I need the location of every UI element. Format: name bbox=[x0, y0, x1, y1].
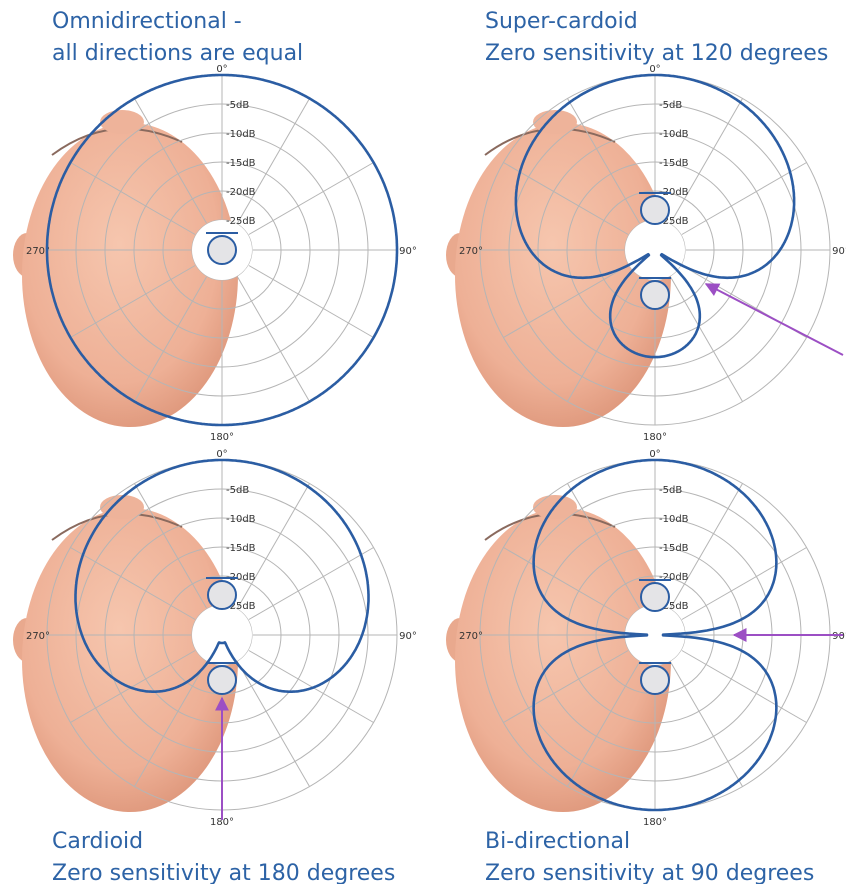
grid-spoke bbox=[134, 98, 207, 224]
microphone bbox=[640, 195, 670, 225]
panel-subtitle: all directions are equal bbox=[52, 41, 303, 66]
polar-pattern bbox=[74, 458, 370, 693]
grid-spoke bbox=[248, 650, 374, 723]
microphone bbox=[640, 582, 670, 612]
level-label: -20dB bbox=[226, 572, 256, 583]
polar-pattern bbox=[532, 458, 778, 812]
panel-title: Bi-directional bbox=[485, 829, 630, 854]
level-label: -20dB bbox=[659, 187, 689, 198]
microphone bbox=[207, 665, 237, 695]
panel-title: Cardioid bbox=[52, 829, 143, 854]
microphone bbox=[640, 665, 670, 695]
level-label: -20dB bbox=[226, 187, 256, 198]
level-label: -15dB bbox=[659, 543, 689, 554]
grid-spoke bbox=[237, 483, 310, 609]
grid-spoke bbox=[681, 547, 807, 620]
polar-panel: -5dB -10dB -15dB -20dB -25dB 0° 90° 180° 270° bbox=[13, 449, 417, 828]
angle-label: 0° bbox=[649, 64, 660, 75]
grid-spoke bbox=[670, 483, 743, 609]
level-label: -5dB bbox=[226, 485, 249, 496]
angle-label: 90° bbox=[832, 246, 846, 257]
angle-label: 0° bbox=[216, 64, 227, 75]
panel-subtitle: Zero sensitivity at 120 degrees bbox=[485, 41, 828, 66]
level-label: -15dB bbox=[226, 543, 256, 554]
level-label: -25dB bbox=[659, 601, 689, 612]
angle-label: 0° bbox=[216, 449, 227, 460]
level-label: -15dB bbox=[659, 158, 689, 169]
panel-subtitle: Zero sensitivity at 180 degrees bbox=[52, 861, 395, 884]
grid-spoke bbox=[503, 547, 629, 620]
grid-spoke bbox=[670, 661, 743, 787]
angle-label: 180° bbox=[643, 817, 667, 828]
center-hole bbox=[625, 220, 685, 280]
grid-spoke bbox=[681, 650, 807, 723]
grid-spoke bbox=[567, 276, 640, 402]
microphone bbox=[207, 580, 237, 610]
grid-spoke bbox=[70, 162, 196, 235]
angle-label: 180° bbox=[210, 432, 234, 443]
grid-spoke bbox=[237, 276, 310, 402]
angle-label: 270° bbox=[459, 246, 483, 257]
level-label: -10dB bbox=[226, 514, 256, 525]
grid-spoke bbox=[248, 265, 374, 338]
panel-title: Omnidirectional - bbox=[52, 9, 242, 34]
panel-subtitle: Zero sensitivity at 90 degrees bbox=[485, 861, 814, 884]
angle-label: 180° bbox=[643, 432, 667, 443]
center-hole bbox=[192, 605, 252, 665]
microphone bbox=[207, 235, 237, 265]
grid-spoke bbox=[670, 98, 743, 224]
level-label: -5dB bbox=[226, 100, 249, 111]
level-label: -25dB bbox=[659, 216, 689, 227]
grid-spoke bbox=[567, 661, 640, 787]
head bbox=[22, 123, 238, 427]
polar-panel: -5dB -10dB -15dB -20dB -25dB 0° 90° 180° 270° bbox=[13, 64, 417, 443]
grid-spoke bbox=[248, 162, 374, 235]
level-label: -10dB bbox=[659, 514, 689, 525]
angle-label: 270° bbox=[459, 631, 483, 642]
grid-spoke bbox=[503, 265, 629, 338]
grid-spoke bbox=[681, 162, 807, 235]
polar-pattern bbox=[514, 73, 796, 359]
grid-spoke bbox=[567, 98, 640, 224]
grid-spoke bbox=[134, 276, 207, 402]
grid-spoke bbox=[134, 483, 207, 609]
angle-label: 90° bbox=[399, 631, 417, 642]
microphone bbox=[640, 280, 670, 310]
angle-label: 0° bbox=[649, 449, 660, 460]
pointer-arrow bbox=[704, 283, 844, 356]
angle-label: 90° bbox=[832, 631, 846, 642]
grid-spoke bbox=[670, 276, 743, 402]
grid-spoke bbox=[248, 547, 374, 620]
level-label: -20dB bbox=[659, 572, 689, 583]
polar-pattern bbox=[45, 73, 399, 427]
grid-spoke bbox=[134, 661, 207, 787]
grid-spoke bbox=[70, 265, 196, 338]
grid-spoke bbox=[503, 650, 629, 723]
head bbox=[455, 508, 671, 812]
center-hole bbox=[625, 605, 685, 665]
level-label: -10dB bbox=[659, 129, 689, 140]
level-label: -5dB bbox=[659, 485, 682, 496]
level-label: -25dB bbox=[226, 216, 256, 227]
grid-spoke bbox=[567, 483, 640, 609]
angle-label: 270° bbox=[26, 246, 50, 257]
grid-spoke bbox=[70, 547, 196, 620]
head-bump bbox=[100, 495, 144, 519]
angle-label: 180° bbox=[210, 817, 234, 828]
level-label: -5dB bbox=[659, 100, 682, 111]
level-label: -25dB bbox=[226, 601, 256, 612]
polar-panel: -5dB -10dB -15dB -20dB -25dB 0° 90° 180° 270° bbox=[446, 449, 846, 828]
angle-label: 90° bbox=[399, 246, 417, 257]
angle-label: 270° bbox=[26, 631, 50, 642]
level-label: -15dB bbox=[226, 158, 256, 169]
polar-panel: -5dB -10dB -15dB -20dB -25dB 0° 90° 180° 270° bbox=[446, 64, 846, 443]
grid-spoke bbox=[503, 162, 629, 235]
grid-spoke bbox=[70, 650, 196, 723]
panel-title: Super-cardoid bbox=[485, 9, 638, 34]
grid-spoke bbox=[237, 98, 310, 224]
grid-spoke bbox=[237, 661, 310, 787]
level-label: -10dB bbox=[226, 129, 256, 140]
